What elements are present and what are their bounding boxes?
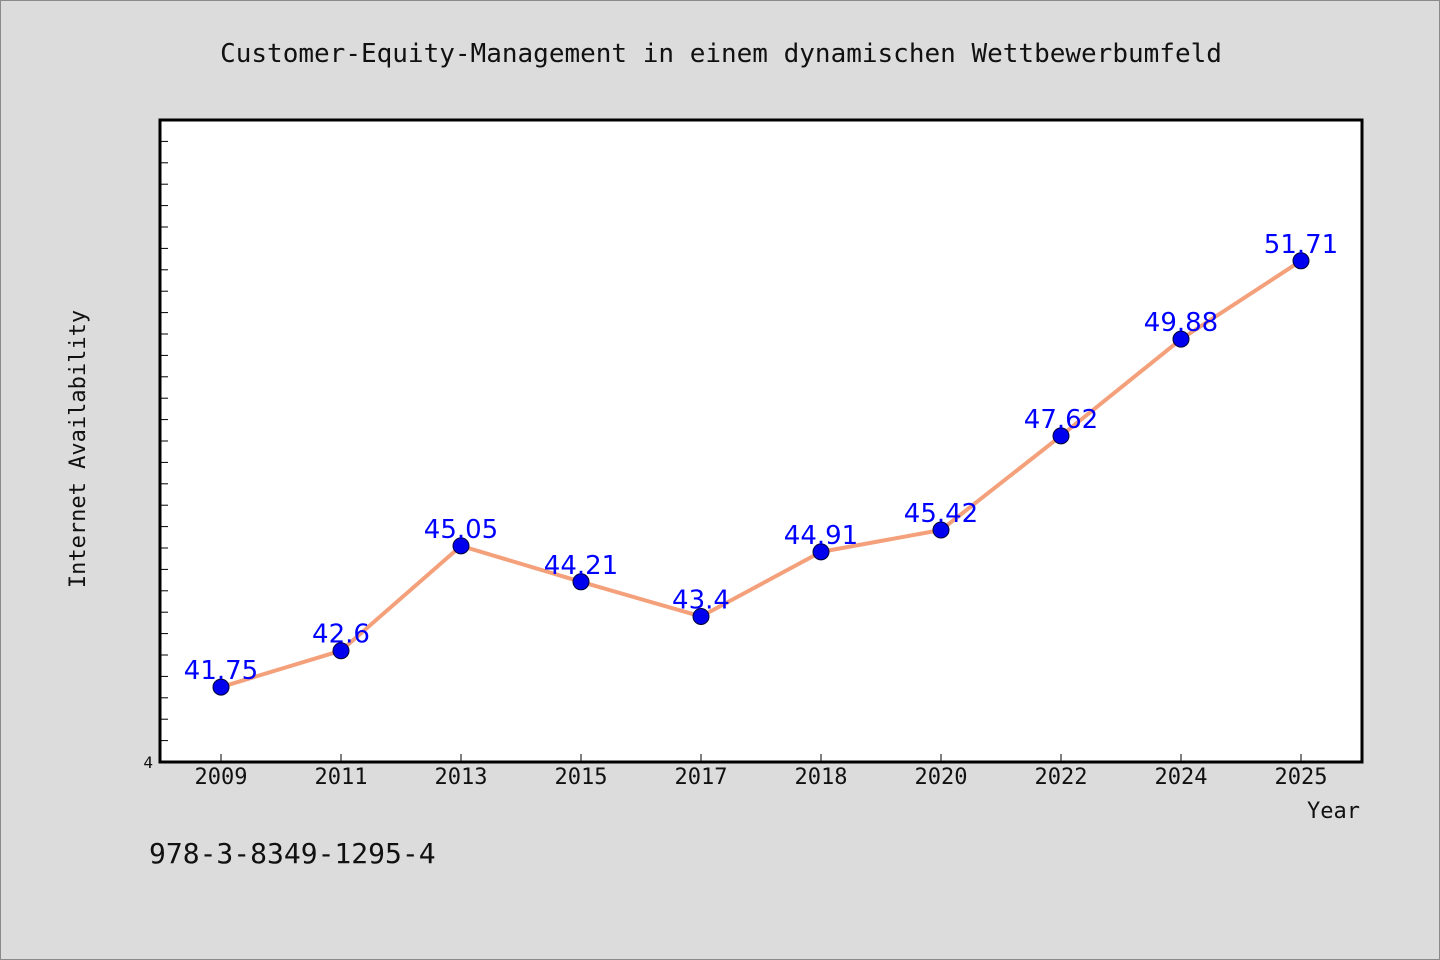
x-tick-label: 2013 bbox=[435, 765, 488, 790]
y-axis-label: Internet Availability bbox=[66, 310, 91, 588]
data-label: 44.91 bbox=[784, 521, 858, 551]
x-tick-label: 2018 bbox=[795, 765, 848, 790]
y-axis-tick-labels: 4 bbox=[143, 753, 153, 772]
x-tick-label: 2009 bbox=[195, 765, 248, 790]
y-axis-ticks bbox=[160, 140, 168, 742]
data-label: 51.71 bbox=[1264, 230, 1338, 260]
data-label: 41.75 bbox=[184, 656, 258, 686]
x-tick-label: 2022 bbox=[1035, 765, 1088, 790]
data-point bbox=[1292, 252, 1310, 270]
x-axis-label: Year bbox=[1307, 799, 1360, 824]
x-tick-label: 2017 bbox=[675, 765, 728, 790]
plot-area bbox=[158, 118, 1364, 764]
data-point bbox=[332, 642, 350, 660]
data-label: 45.05 bbox=[424, 515, 498, 545]
data-point bbox=[1052, 427, 1070, 445]
x-axis-ticks bbox=[220, 754, 1302, 762]
x-tick-label: 2024 bbox=[1155, 765, 1208, 790]
series-layer bbox=[212, 252, 1310, 696]
x-tick-label: 2015 bbox=[555, 765, 608, 790]
data-label: 42.6 bbox=[312, 620, 370, 650]
chart-title: Customer-Equity-Management in einem dyna… bbox=[220, 39, 1222, 69]
x-axis-tick-labels: 2009 2011 2013 2015 2017 2018 2020 2022 2024 2025 bbox=[195, 765, 1328, 790]
x-tick-label: 2025 bbox=[1275, 765, 1328, 790]
y-tick-label: 4 bbox=[143, 753, 153, 772]
data-point bbox=[212, 678, 230, 696]
data-point bbox=[1172, 330, 1190, 348]
data-point bbox=[932, 521, 950, 539]
data-point bbox=[572, 573, 590, 591]
data-label: 44.21 bbox=[544, 551, 618, 581]
data-point bbox=[692, 607, 710, 625]
data-point bbox=[812, 543, 830, 561]
data-label: 43.4 bbox=[672, 585, 730, 615]
x-tick-label: 2020 bbox=[915, 765, 968, 790]
data-label: 47.62 bbox=[1024, 405, 1098, 435]
x-tick-label: 2011 bbox=[315, 765, 368, 790]
data-label: 49.88 bbox=[1144, 308, 1218, 338]
series-line bbox=[220, 259, 1303, 690]
isbn-footer: 978-3-8349-1295-4 bbox=[149, 837, 436, 870]
data-point bbox=[452, 537, 470, 555]
data-labels: 41.75 42.6 45.05 44.21 43.4 44.91 45.42 47.62 49… bbox=[184, 230, 1338, 686]
data-label: 45.42 bbox=[904, 499, 978, 529]
